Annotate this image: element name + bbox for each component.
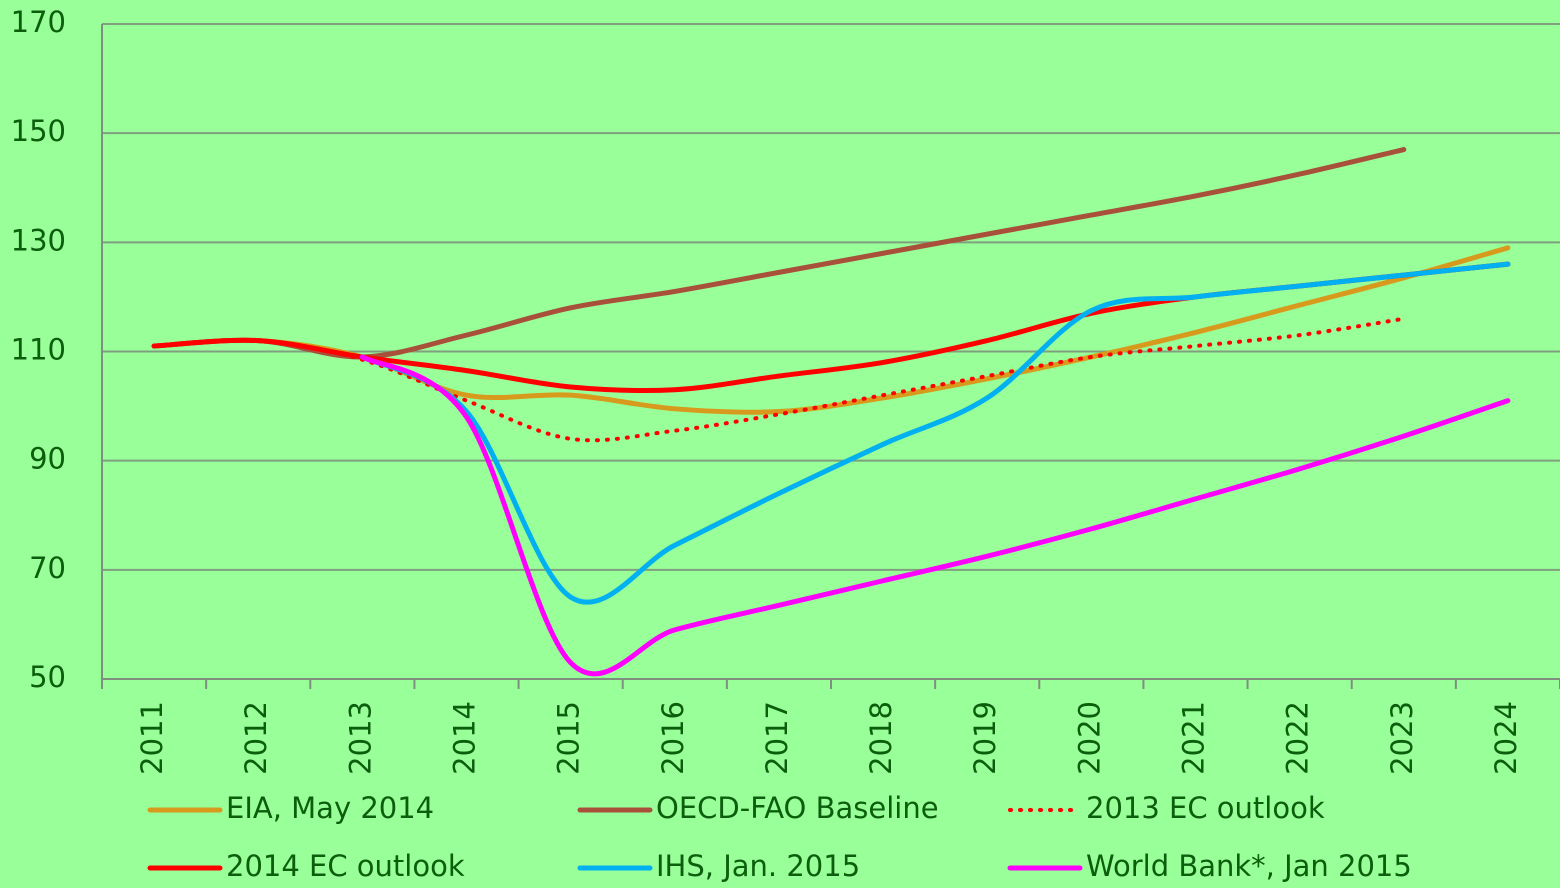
x-tick-label: 2015	[552, 701, 586, 775]
x-tick-label: 2011	[135, 701, 169, 775]
series-line	[152, 316, 1406, 443]
legend-label: World Bank*, Jan 2015	[1086, 849, 1412, 883]
y-tick-label: 50	[29, 660, 66, 694]
series-line	[359, 261, 1511, 605]
x-tick-label: 2016	[656, 701, 690, 775]
x-tick-label: 2017	[760, 701, 794, 775]
x-tick-label: 2018	[864, 701, 898, 775]
y-tick-label: 150	[11, 114, 66, 148]
x-tick-label: 2014	[448, 701, 482, 775]
legend-label: 2013 EC outlook	[1086, 791, 1325, 825]
x-tick-label: 2021	[1177, 701, 1211, 775]
y-tick-label: 90	[29, 442, 66, 476]
legend-label: IHS, Jan. 2015	[656, 849, 860, 883]
series-line	[151, 245, 1511, 415]
series-line	[359, 354, 1511, 677]
x-tick-label: 2013	[343, 701, 377, 775]
x-tick-label: 2012	[239, 701, 273, 775]
x-tick-label: 2024	[1489, 701, 1523, 775]
y-tick-label: 110	[11, 333, 66, 367]
x-tick-label: 2023	[1385, 701, 1419, 775]
x-tick-label: 2020	[1072, 701, 1106, 775]
legend-label: OECD-FAO Baseline	[656, 791, 939, 825]
y-tick-label: 130	[11, 223, 66, 257]
legend-label: EIA, May 2014	[226, 791, 434, 825]
legend-label: 2014 EC outlook	[226, 849, 465, 883]
x-tick-label: 2022	[1281, 701, 1315, 775]
y-tick-label: 170	[11, 5, 66, 39]
x-tick-label: 2019	[968, 701, 1002, 775]
y-tick-label: 70	[29, 551, 66, 585]
